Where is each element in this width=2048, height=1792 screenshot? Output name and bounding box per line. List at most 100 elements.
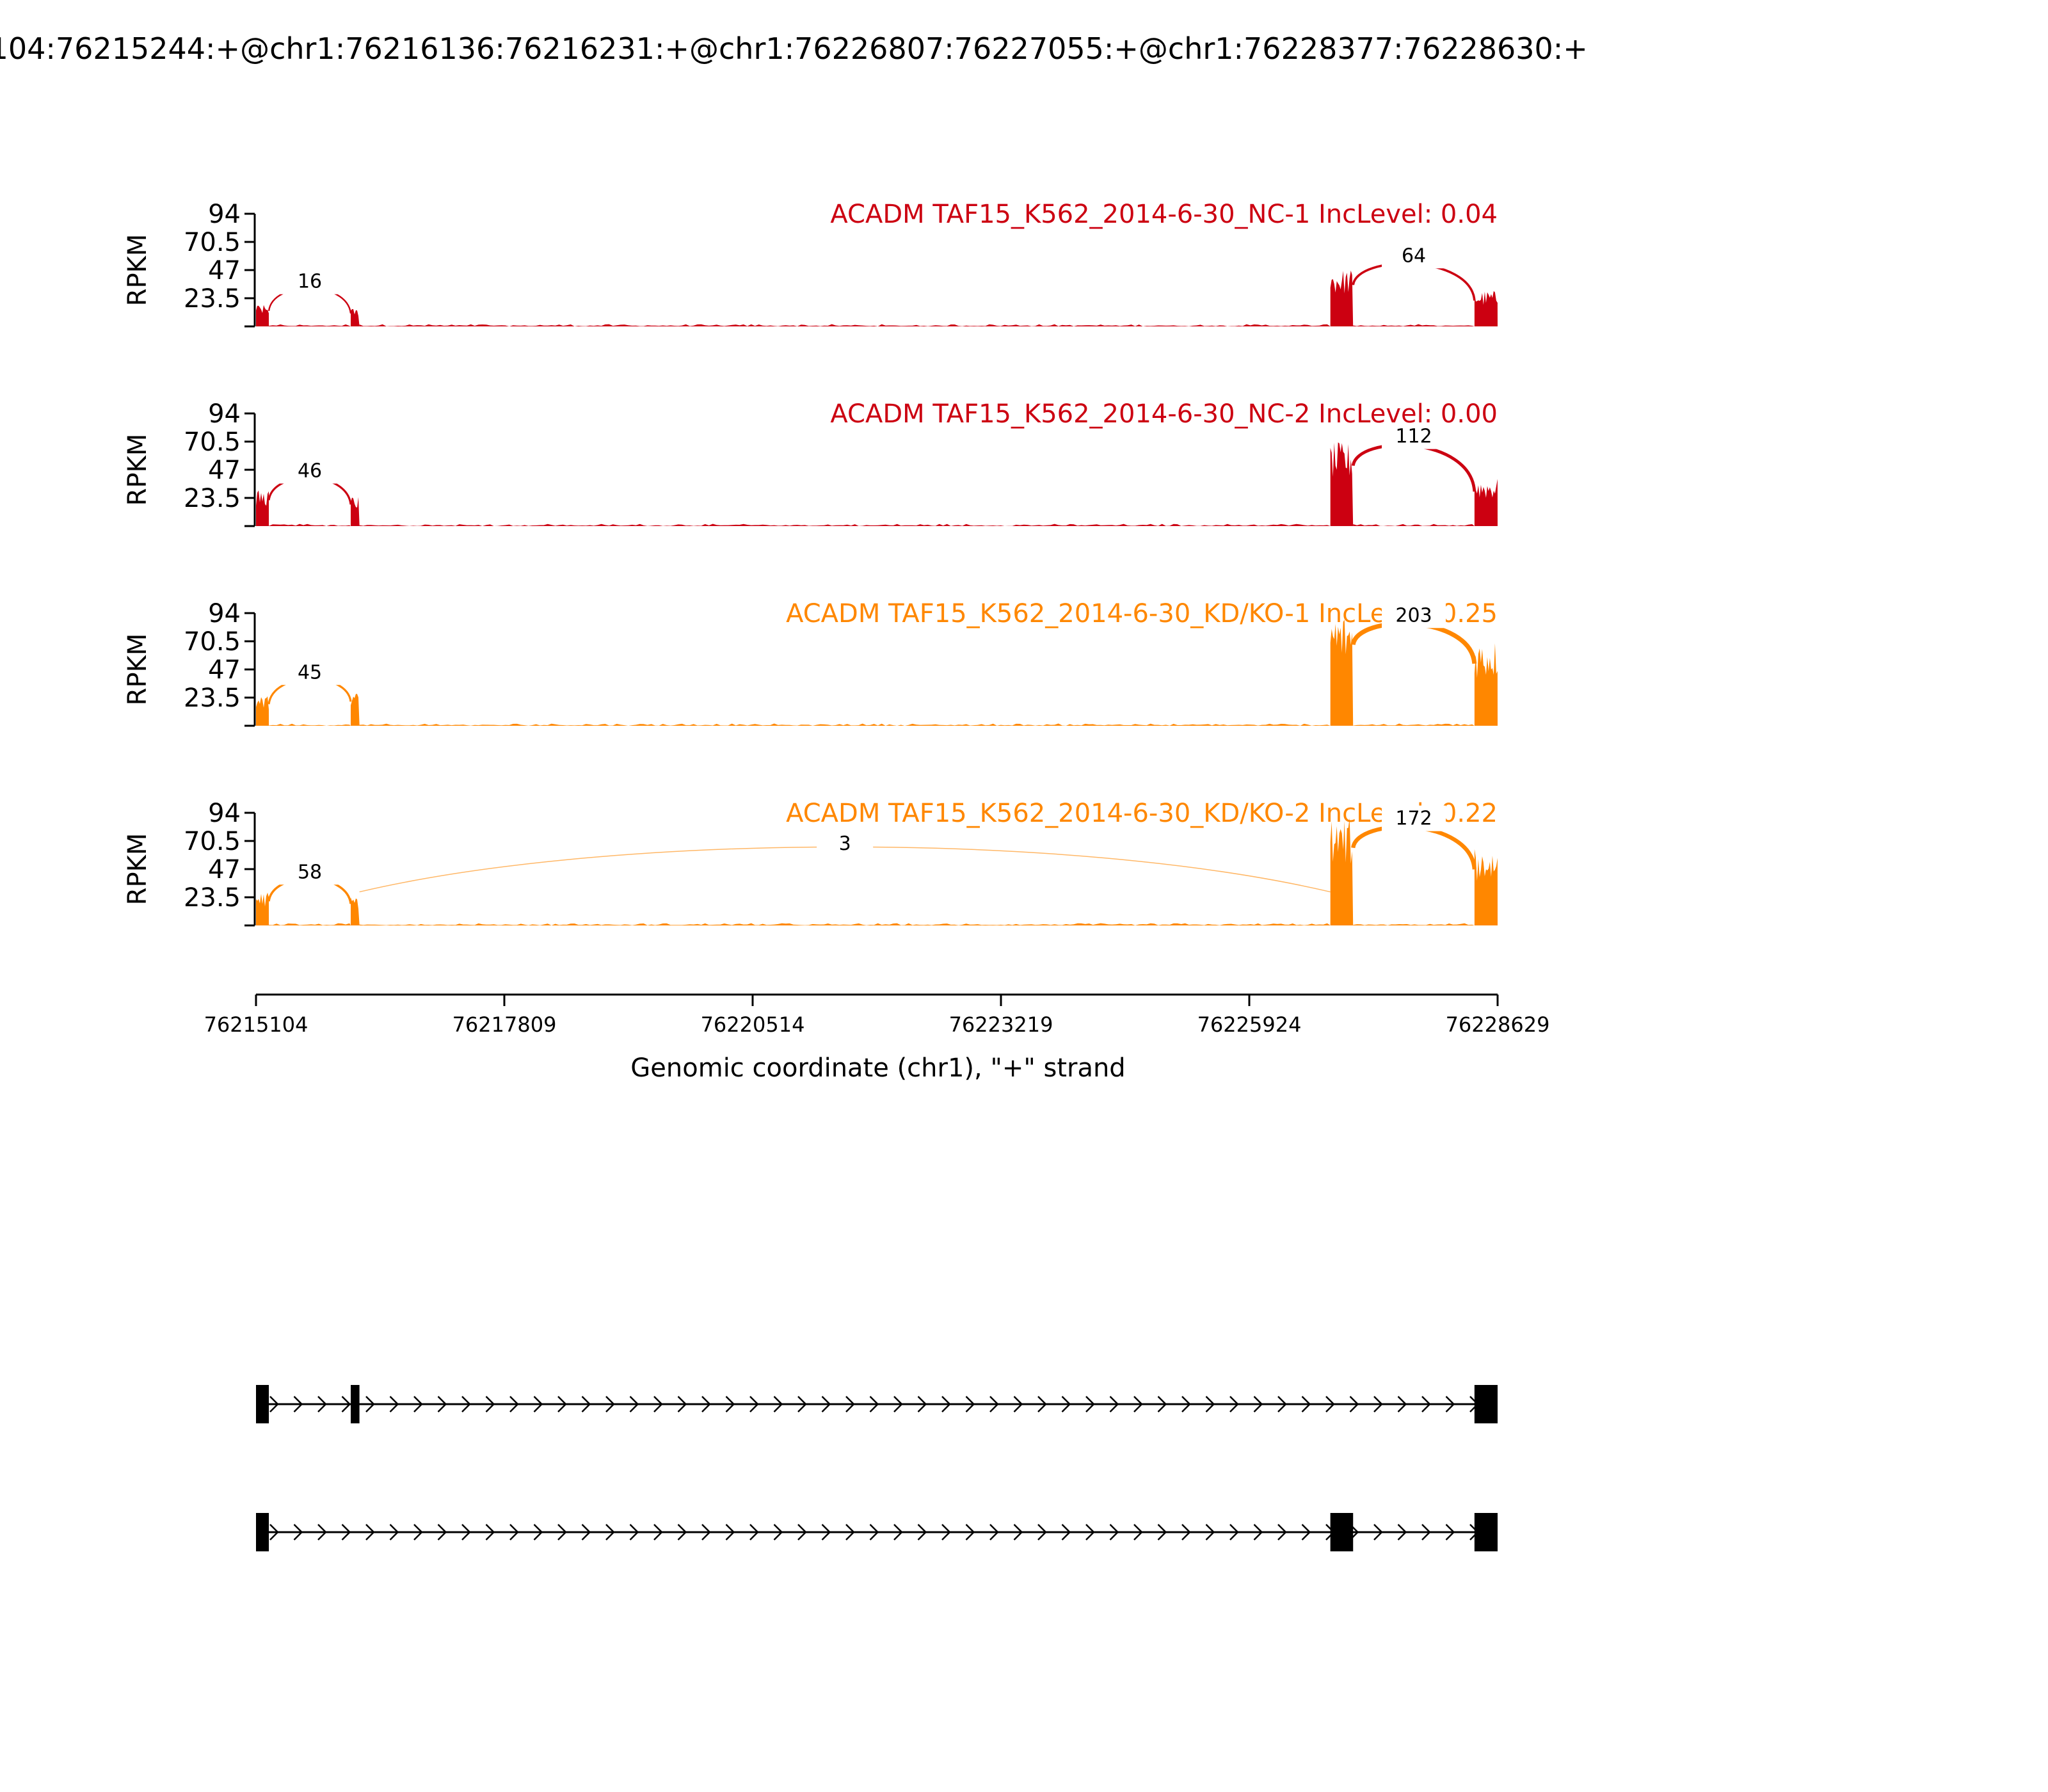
strand-arrow [1037, 1524, 1047, 1540]
y-tick-label: 94 [208, 200, 241, 229]
y-tick-label: 70.5 [184, 627, 241, 657]
strand-arrow [917, 1524, 927, 1540]
strand-arrow [509, 1524, 519, 1540]
track-title: ACADM TAF15_K562_2014-6-30_NC-1 IncLevel… [830, 200, 1498, 229]
intron-coverage [269, 723, 1475, 726]
strand-arrow [1085, 1396, 1095, 1412]
strand-arrow [437, 1396, 447, 1412]
strand-arrow [749, 1396, 759, 1412]
exon-coverage [351, 694, 360, 726]
exon-coverage [1474, 643, 1498, 726]
strand-arrow [341, 1396, 351, 1412]
strand-arrow [581, 1396, 591, 1412]
exon-coverage [256, 892, 269, 925]
strand-arrow [293, 1396, 303, 1412]
x-axis-label: Genomic coordinate (chr1), "+" strand [630, 1053, 1125, 1083]
junction-count: 3 [839, 833, 851, 855]
x-tick-label: 76220514 [701, 1012, 805, 1037]
strand-arrow [749, 1524, 759, 1540]
strand-arrow [389, 1524, 399, 1540]
y-tick-label: 94 [208, 399, 241, 429]
strand-arrow [365, 1396, 375, 1412]
junction-count: 16 [298, 271, 322, 293]
strand-arrow [773, 1524, 783, 1540]
junction-arc [1352, 262, 1476, 301]
strand-arrow [1133, 1396, 1143, 1412]
y-tick-label: 70.5 [184, 228, 241, 257]
strand-arrow [1085, 1524, 1095, 1540]
strand-arrow [701, 1396, 711, 1412]
y-tick-label: 47 [208, 655, 241, 685]
strand-arrow [1109, 1396, 1119, 1412]
strand-arrow [629, 1396, 639, 1412]
strand-arrow [845, 1396, 855, 1412]
junction-count: 46 [298, 460, 322, 483]
strand-arrow [293, 1524, 303, 1540]
y-tick-label: 23.5 [184, 684, 241, 713]
strand-arrow [869, 1524, 879, 1540]
strand-arrow [1205, 1396, 1215, 1412]
strand-arrow [1397, 1524, 1407, 1540]
x-tick-label: 76225924 [1197, 1012, 1302, 1037]
figure-title: chr1:76215104:76215244:+@chr1:76216136:7… [0, 31, 1588, 66]
strand-arrow [1061, 1524, 1071, 1540]
strand-arrow [317, 1524, 327, 1540]
intron-coverage [269, 524, 1475, 526]
strand-arrow [1133, 1524, 1143, 1540]
strand-arrow [1157, 1396, 1167, 1412]
y-tick-label: 23.5 [184, 484, 241, 513]
y-tick-label: 47 [208, 256, 241, 285]
strand-arrow [965, 1524, 975, 1540]
strand-arrow [893, 1396, 903, 1412]
strand-arrow [461, 1524, 471, 1540]
junction-count: 203 [1395, 604, 1432, 627]
strand-arrow [1253, 1524, 1263, 1540]
strand-arrow [1229, 1524, 1239, 1540]
junction-arc [1351, 824, 1476, 870]
y-tick-label: 23.5 [184, 284, 241, 314]
strand-arrow [773, 1396, 783, 1412]
junction-count: 64 [1402, 244, 1426, 267]
strand-arrow [1421, 1396, 1431, 1412]
y-tick-label: 70.5 [184, 428, 241, 457]
strand-arrow [317, 1396, 327, 1412]
strand-arrow [821, 1396, 831, 1412]
intron-coverage [269, 923, 1475, 925]
exon-block [1474, 1513, 1498, 1551]
strand-arrow [1253, 1396, 1263, 1412]
strand-arrow [989, 1396, 999, 1412]
strand-arrow [1445, 1524, 1455, 1540]
junction-count: 58 [298, 861, 322, 883]
strand-arrow [965, 1396, 975, 1412]
strand-arrow [629, 1524, 639, 1540]
strand-arrow [461, 1396, 471, 1412]
strand-arrow [1445, 1396, 1455, 1412]
y-axis-label: RPKM [123, 833, 152, 906]
strand-arrow [797, 1396, 807, 1412]
strand-arrow [485, 1396, 495, 1412]
junction-arc [1350, 621, 1477, 664]
strand-arrow [1373, 1524, 1383, 1540]
track-title: ACADM TAF15_K562_2014-6-30_KD/KO-2 IncLe… [786, 799, 1498, 828]
y-axis-label: RPKM [123, 434, 152, 506]
strand-arrow [677, 1524, 687, 1540]
exon-coverage [1474, 849, 1498, 925]
isoform-models [256, 1385, 1498, 1551]
exon-coverage [351, 497, 360, 526]
strand-arrow [1301, 1524, 1311, 1540]
strand-arrow [1181, 1396, 1191, 1412]
strand-arrow [1013, 1524, 1023, 1540]
strand-arrow [941, 1524, 951, 1540]
strand-arrow [1037, 1396, 1047, 1412]
strand-arrow [269, 1396, 279, 1412]
exon-coverage [256, 490, 269, 526]
strand-arrow [1109, 1524, 1119, 1540]
junction-count-bg [1382, 423, 1446, 449]
strand-arrow [1301, 1396, 1311, 1412]
x-tick-label: 76223219 [949, 1012, 1053, 1037]
strand-arrow [533, 1396, 543, 1412]
